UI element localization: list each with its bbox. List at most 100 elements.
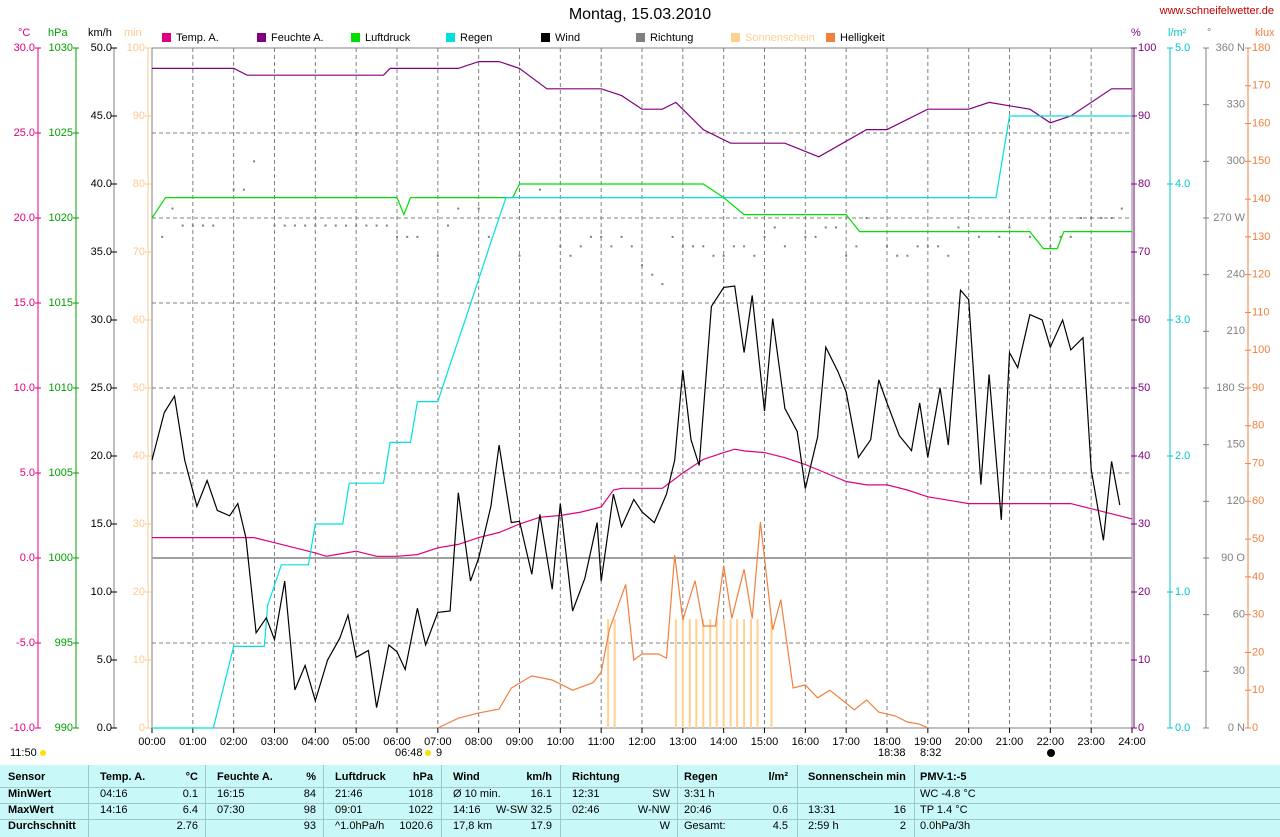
table-cell: 2:59 h (808, 820, 839, 832)
direction-dot (957, 226, 960, 229)
y-tick-label: -10.0 (10, 722, 35, 734)
table-header: Regen (684, 771, 718, 783)
direction-dot (937, 245, 940, 248)
table-cell: 98 (303, 804, 316, 816)
direction-dot (416, 235, 419, 238)
y-tick-label: 40 (133, 450, 145, 462)
sunshine-bar (722, 619, 725, 728)
axis-unit: hPa (48, 27, 68, 39)
sunshine-bar (770, 619, 773, 728)
table-header: Temp. A. (100, 771, 146, 783)
y-tick-label: 80 (1252, 420, 1264, 432)
table-cell: 16:15 (217, 788, 245, 800)
legend-label: Helligkeit (840, 32, 885, 44)
y-tick-label: 10 (133, 654, 145, 666)
table-cell: 4.5 (772, 820, 788, 832)
table-cell: Gesamt: (684, 820, 726, 832)
sunshine-bar (613, 619, 616, 728)
sunshine-bar (743, 619, 746, 728)
direction-dot (406, 235, 409, 238)
direction-dot (538, 188, 541, 191)
axis-unit: min (124, 27, 142, 39)
x-tick-label: 20:00 (955, 736, 983, 748)
direction-dot (344, 224, 347, 227)
legend-swatch (446, 33, 455, 42)
source: www.schneifelwetter.de (1159, 5, 1274, 17)
direction-dot (651, 273, 654, 276)
y-tick-label: 140 (1252, 193, 1270, 205)
y-tick-label: 90 (1138, 110, 1150, 122)
y-tick-label: 50 (1138, 382, 1150, 394)
legend-swatch (636, 33, 645, 42)
table-cell: 93 (303, 820, 316, 832)
y-tick-label: 170 (1252, 80, 1270, 92)
y-tick-label: 2.0 (1175, 450, 1190, 462)
direction-dot (1120, 207, 1123, 210)
y-tick-label: 1005 (49, 467, 73, 479)
table-cell: 1022 (408, 804, 433, 816)
direction-dot (692, 245, 695, 248)
table-cell: 14:16 (453, 804, 481, 816)
direction-dot (242, 188, 245, 191)
direction-dot (977, 235, 980, 238)
direction-dot (824, 226, 827, 229)
sunshine-bar (674, 619, 677, 728)
y-tick-label: 20 (1252, 646, 1264, 658)
direction-dot (661, 283, 664, 286)
y-tick-label: 50 (133, 382, 145, 394)
direction-dot (947, 254, 950, 257)
y-tick-label: 0.0 (1175, 722, 1190, 734)
y-tick-label: 100 (1252, 344, 1270, 356)
direction-dot (1008, 226, 1011, 229)
y-tick-label: 1.0 (1175, 586, 1190, 598)
table-cell: 13:31 (808, 804, 836, 816)
x-tick-label: 00:00 (138, 736, 166, 748)
table-cell: 07:30 (217, 804, 245, 816)
table-cell: 0.0hPa/3h (920, 820, 971, 832)
table-header: hPa (412, 771, 433, 783)
table-cell: 84 (303, 788, 316, 800)
y-tick-label: 90 O (1221, 552, 1245, 564)
direction-dot (569, 254, 572, 257)
y-tick-label: 1015 (49, 297, 73, 309)
direction-dot (457, 207, 460, 210)
table-cell: 17.9 (530, 820, 552, 832)
table-cell: 16.1 (530, 788, 552, 800)
column-divider (205, 765, 206, 837)
x-tick-label: 12:00 (628, 736, 656, 748)
y-tick-label: 5.0 (1175, 42, 1190, 54)
direction-dot (1059, 235, 1062, 238)
direction-dot (865, 217, 868, 219)
direction-dot (998, 235, 1001, 238)
y-tick-label: 60 (1138, 314, 1150, 326)
y-tick-label: 40.0 (91, 178, 112, 190)
direction-dot (712, 254, 715, 257)
y-tick-label: 60 (1233, 609, 1245, 621)
direction-dot (355, 224, 358, 227)
direction-dot (814, 235, 817, 238)
annotation: 18:38 (878, 747, 906, 759)
x-tick-label: 22:00 (1037, 736, 1065, 748)
direction-dot (273, 224, 276, 227)
sunshine-bar (681, 619, 684, 728)
y-tick-label: -5.0 (16, 637, 35, 649)
x-tick-label: 13:00 (669, 736, 697, 748)
sunshine-bar (729, 619, 732, 728)
sunshine-bar (750, 619, 753, 728)
direction-dot (375, 224, 378, 227)
y-tick-label: 1010 (49, 382, 73, 394)
y-tick-label: 50 (1252, 533, 1264, 545)
table-cell: 1018 (408, 788, 433, 800)
direction-dot (1049, 245, 1052, 248)
y-tick-label: 30 (1233, 665, 1245, 677)
x-tick-label: 17:00 (832, 736, 860, 748)
legend-label: Sonnenschein (745, 32, 815, 44)
column-divider (560, 765, 561, 837)
table-header: Sensor (8, 771, 46, 783)
row-divider (0, 819, 1280, 820)
direction-dot (1069, 235, 1072, 238)
y-tick-label: 20.0 (14, 212, 35, 224)
direction-dot (181, 224, 184, 227)
direction-dot (896, 254, 899, 257)
y-tick-label: 150 (1227, 439, 1245, 451)
